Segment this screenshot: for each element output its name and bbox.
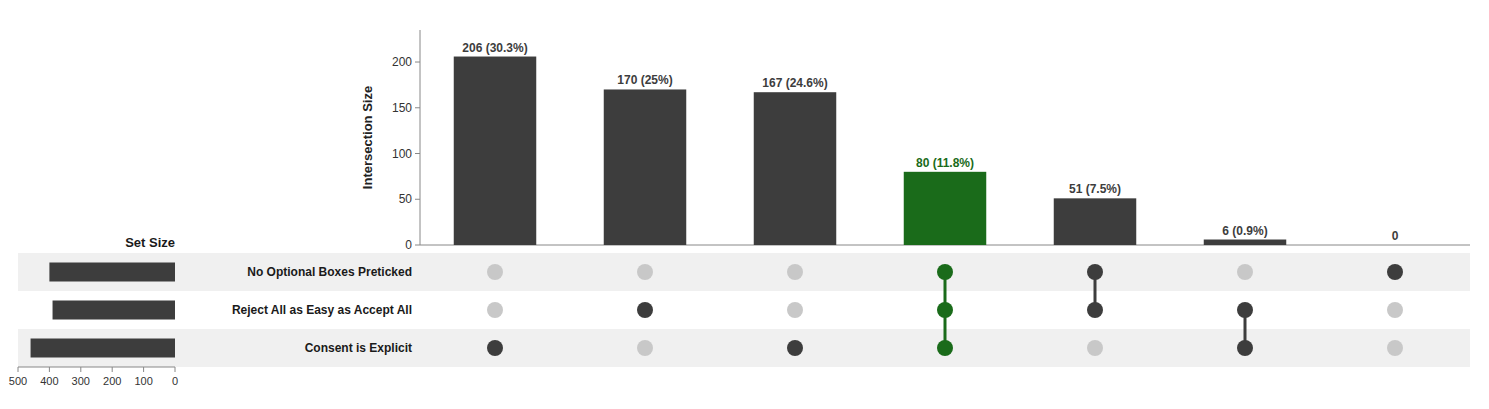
dot-inactive — [1387, 302, 1403, 318]
dot-active — [1087, 264, 1103, 280]
set-bar-group — [31, 263, 175, 358]
dot-active — [1237, 340, 1253, 356]
data-label: 170 (25%) — [617, 73, 672, 87]
x-tick — [112, 367, 113, 372]
dot-active — [937, 264, 953, 280]
bar — [454, 57, 537, 245]
y-tick — [415, 62, 420, 63]
data-label: 51 (7.5%) — [1069, 182, 1121, 196]
row-stripe — [18, 253, 1470, 291]
bar — [1354, 245, 1437, 246]
y-tick — [415, 107, 420, 108]
dot-inactive — [1237, 264, 1253, 280]
x-tick-label: 300 — [72, 375, 90, 387]
bar — [604, 89, 687, 245]
y-axis-label: Intersection Size — [360, 86, 375, 189]
x-tick-label: 200 — [103, 375, 121, 387]
x-tick — [143, 367, 144, 372]
y-tick — [415, 245, 420, 246]
dot-active — [1237, 302, 1253, 318]
dot-inactive — [487, 264, 503, 280]
set-size-bar — [31, 339, 175, 358]
set-label: Reject All as Easy as Accept All — [232, 303, 412, 317]
y-tick-label: 150 — [392, 101, 412, 115]
x-tick-label: 500 — [9, 375, 27, 387]
bar — [754, 92, 837, 245]
dot-inactive — [487, 302, 503, 318]
x-tick — [80, 367, 81, 372]
dot-inactive — [637, 340, 653, 356]
set-size-bar — [53, 301, 175, 320]
dot-inactive — [787, 302, 803, 318]
data-label: 206 (30.3%) — [462, 41, 527, 55]
set-size-axis-line — [18, 367, 175, 368]
bar — [1204, 240, 1287, 245]
data-label: 0 — [1392, 229, 1399, 243]
y-tick-label: 50 — [399, 192, 413, 206]
dot-active — [1387, 264, 1403, 280]
dot-active — [937, 340, 953, 356]
y-tick-label: 200 — [392, 55, 412, 69]
set-label: No Optional Boxes Preticked — [247, 265, 412, 279]
set-label: Consent is Explicit — [305, 341, 412, 355]
y-tick-label: 0 — [405, 238, 412, 252]
dot-inactive — [1387, 340, 1403, 356]
set-size-label: Set Size — [125, 235, 175, 250]
y-tick-label: 100 — [392, 147, 412, 161]
bar — [1054, 198, 1137, 245]
x-tick-label: 400 — [40, 375, 58, 387]
dot-active — [637, 302, 653, 318]
upset-chart: 0 50 100 150 200 Intersection Size 206 (30.3%)… — [0, 0, 1489, 409]
dot-inactive — [637, 264, 653, 280]
row-stripe — [18, 329, 1470, 367]
dot-active — [487, 340, 503, 356]
dot-active — [937, 302, 953, 318]
y-tick — [415, 153, 420, 154]
dot-active — [787, 340, 803, 356]
dot-inactive — [787, 264, 803, 280]
x-tick-label: 0 — [172, 375, 178, 387]
data-label: 167 (24.6%) — [762, 76, 827, 90]
x-tick — [175, 367, 176, 372]
dot-active — [1087, 302, 1103, 318]
x-tick-label: 100 — [134, 375, 152, 387]
y-tick — [415, 199, 420, 200]
dot-inactive — [1087, 340, 1103, 356]
bar-group — [454, 57, 1287, 245]
x-tick — [49, 367, 50, 372]
data-label: 80 (11.8%) — [916, 156, 974, 170]
data-label: 6 (0.9%) — [1222, 224, 1267, 238]
bar — [904, 172, 987, 245]
set-size-bar — [49, 263, 175, 282]
x-tick — [18, 367, 19, 372]
